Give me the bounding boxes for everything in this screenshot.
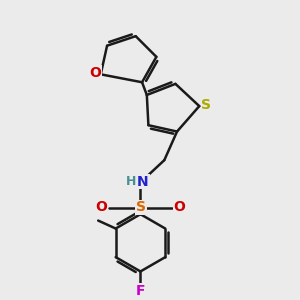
Text: S: S bbox=[201, 98, 211, 112]
Text: N: N bbox=[137, 175, 149, 189]
Text: S: S bbox=[136, 200, 146, 214]
Text: F: F bbox=[136, 284, 145, 298]
Text: H: H bbox=[126, 175, 137, 188]
Text: O: O bbox=[173, 200, 185, 214]
Text: O: O bbox=[96, 200, 108, 214]
Text: O: O bbox=[89, 66, 101, 80]
